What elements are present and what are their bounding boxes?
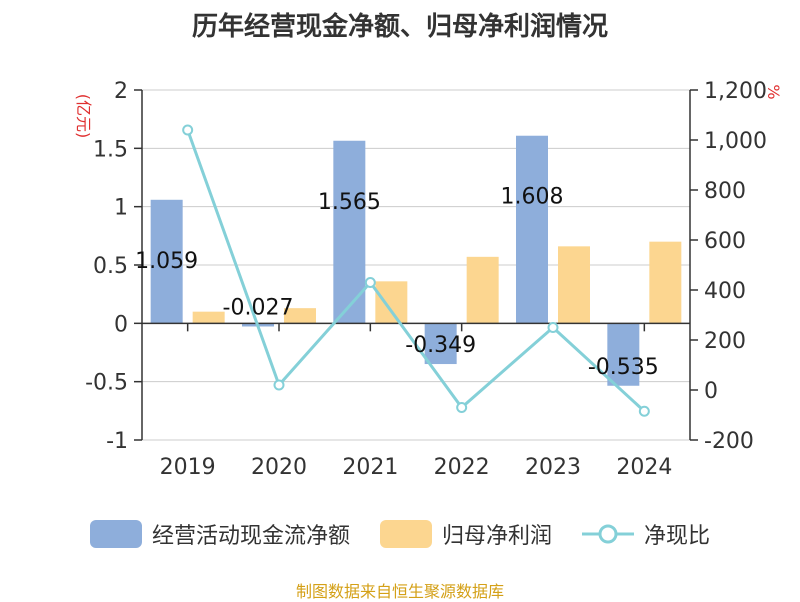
left-tick-label: 0: [114, 312, 128, 337]
x-tick-label: 2022: [434, 455, 490, 480]
bar-data-label: 1.059: [135, 249, 198, 274]
left-tick-label: 0.5: [93, 254, 128, 279]
right-tick-label: 200: [704, 329, 746, 354]
x-tick-label: 2019: [160, 455, 216, 480]
right-tick-label: 0: [704, 379, 718, 404]
bar-data-label: -0.349: [405, 333, 476, 358]
x-tick-label: 2024: [616, 455, 672, 480]
x-tick-label: 2023: [525, 455, 581, 480]
legend-swatch-profit: [379, 520, 432, 548]
bar-cashflow: [516, 135, 548, 324]
axes-layer: 2 1.5 1 0.5 0 -0.5 -1 1,200 1,000 800 600 400 200 0 -2…: [74, 79, 783, 480]
bar-data-label: 1.608: [501, 185, 564, 210]
ratio-point: [182, 124, 194, 136]
ratio-line: [186, 129, 646, 413]
ratio-point: [547, 322, 559, 333]
bar-data-label: 1.565: [318, 190, 381, 215]
bar-data-label: -0.027: [223, 295, 294, 320]
labels-layer: 1.059 -0.027 1.565 -0.349 1.608 -0.535: [135, 185, 659, 380]
grid-layer: [142, 89, 690, 441]
right-tick-label: 400: [704, 279, 746, 304]
left-unit-label: (亿元): [74, 94, 93, 139]
bar-cashflow: [424, 323, 457, 365]
bar-cashflow: [607, 323, 640, 386]
left-tick-label: 1.5: [93, 137, 128, 162]
legend-label-profit: 归母净利润: [441, 524, 552, 549]
chart-title: 历年经营现金净额、归母净利润情况: [191, 12, 608, 42]
right-tick-label: 800: [704, 179, 746, 204]
legend-item-ratio[interactable]: 净现比: [582, 518, 710, 550]
bar-profit: [192, 311, 225, 324]
ratio-point: [273, 379, 285, 391]
legend-item-profit[interactable]: 归母净利润: [379, 518, 552, 550]
bar-profit: [375, 281, 408, 324]
bar-cashflow: [150, 199, 183, 324]
legend: 经营活动现金流净额 归母净利润 净现比: [0, 518, 800, 550]
left-tick-label: 2: [114, 79, 128, 104]
ratio-point: [364, 277, 376, 288]
legend-swatch-cashflow: [89, 520, 142, 548]
legend-label-cashflow: 经营活动现金流净额: [151, 524, 350, 549]
bar-profit: [466, 256, 499, 324]
bar-data-label: -0.535: [588, 355, 659, 380]
right-tick-label: -200: [704, 429, 754, 454]
left-tick-label: 1: [114, 196, 128, 221]
ratio-point: [638, 405, 650, 417]
x-tick-label: 2020: [251, 455, 307, 480]
bars-layer: [150, 135, 682, 386]
line-layer: [182, 124, 650, 417]
left-tick-label: -0.5: [85, 371, 128, 396]
right-tick-label: 600: [704, 229, 746, 254]
source-note: 制图数据来自恒生聚源数据库: [295, 582, 504, 601]
ratio-point: [456, 402, 468, 413]
right-tick-label: 1,200: [704, 79, 767, 104]
bar-cashflow: [333, 140, 366, 324]
bar-profit: [284, 308, 316, 324]
legend-swatch-ratio: [582, 524, 634, 544]
legend-label-ratio: 净现比: [644, 524, 711, 549]
legend-item-cashflow[interactable]: 经营活动现金流净额: [89, 518, 350, 550]
bar-profit: [649, 241, 682, 324]
bar-profit: [558, 246, 590, 324]
right-unit-label: %: [764, 84, 783, 99]
right-tick-label: 1,000: [704, 129, 767, 154]
x-tick-label: 2021: [342, 455, 398, 480]
left-tick-label: -1: [106, 429, 128, 454]
